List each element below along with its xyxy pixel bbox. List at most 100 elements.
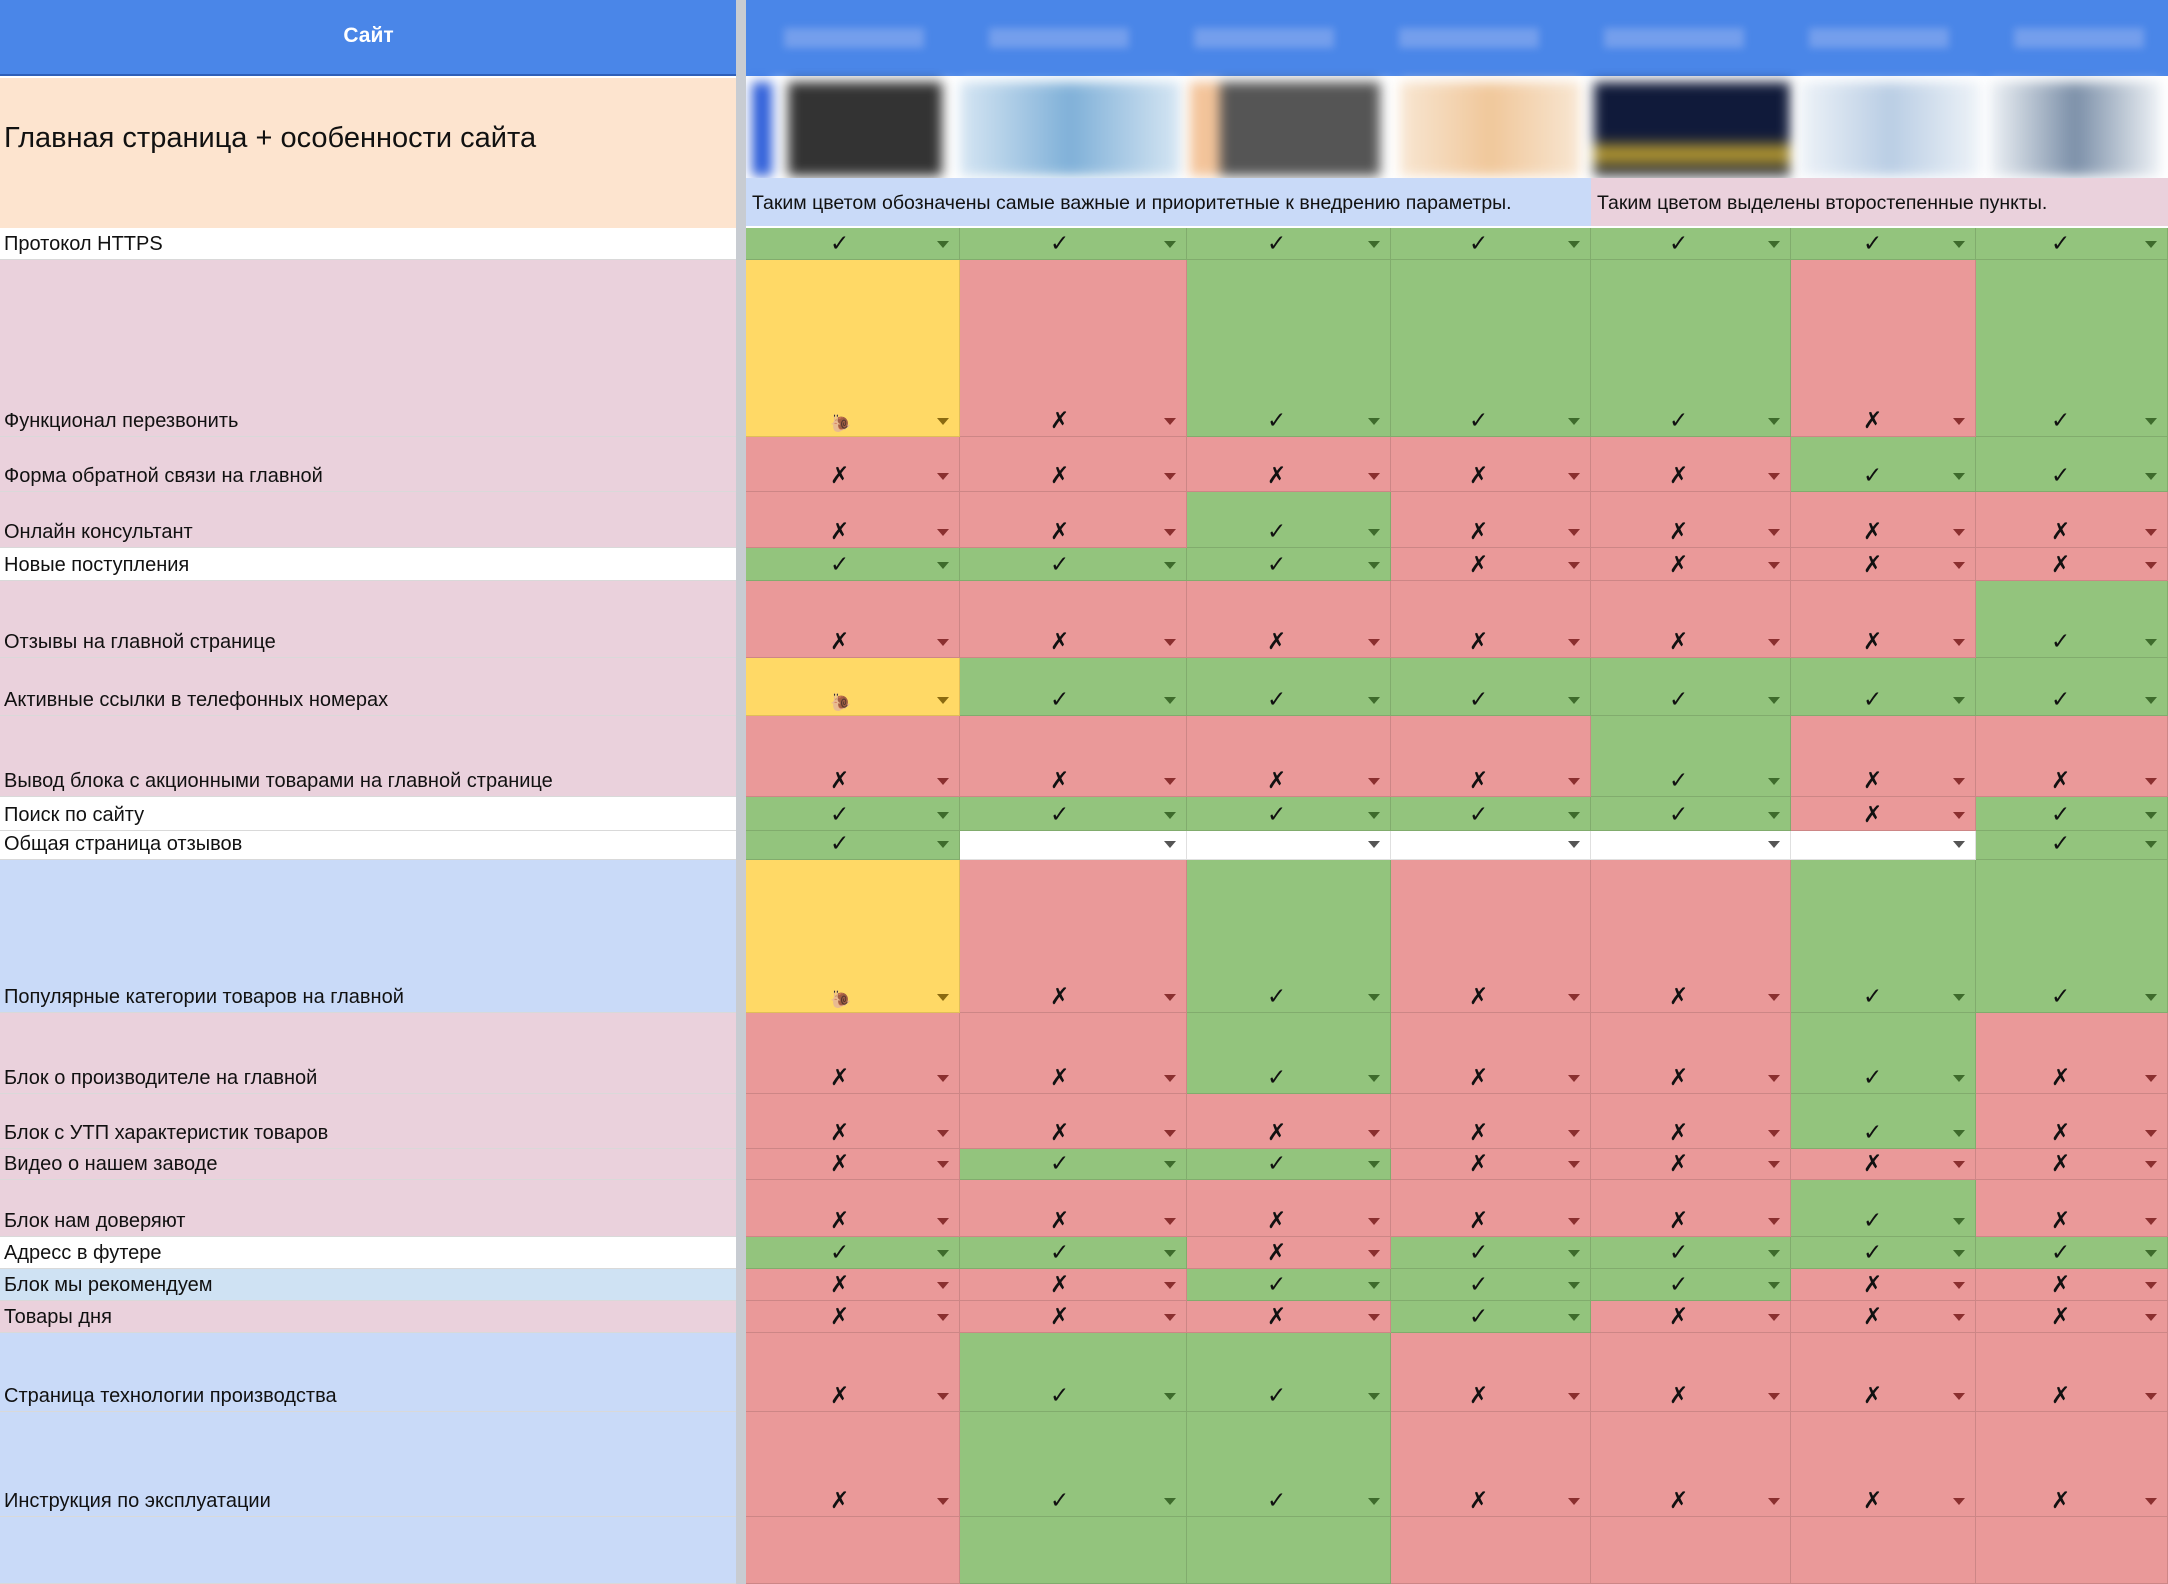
feature-row-label-cell[interactable]: Инструкция по эксплуатации <box>0 1412 737 1517</box>
dropdown-arrow-icon[interactable] <box>937 697 949 704</box>
value-cell-col-6[interactable]: ✓ <box>1791 658 1976 716</box>
dropdown-arrow-icon[interactable] <box>1568 1218 1580 1225</box>
value-cell-col-1[interactable]: ✗ <box>746 437 960 492</box>
dropdown-arrow-icon[interactable] <box>1768 812 1780 819</box>
value-cell-col-4[interactable] <box>1391 831 1591 860</box>
dropdown-arrow-icon[interactable] <box>1568 418 1580 425</box>
dropdown-arrow-icon[interactable] <box>1953 241 1965 248</box>
value-cell-col-3[interactable]: ✓ <box>1187 492 1391 548</box>
value-cell-col-7[interactable]: ✗ <box>1976 716 2168 797</box>
value-cell-col-5[interactable]: ✗ <box>1591 437 1791 492</box>
value-cell-col-4[interactable]: ✗ <box>1391 860 1591 1013</box>
value-cell-col-2[interactable]: ✗ <box>960 260 1187 437</box>
dropdown-arrow-icon[interactable] <box>1953 697 1965 704</box>
value-cell-col-3[interactable] <box>1187 1517 1391 1584</box>
value-cell-col-2[interactable]: ✗ <box>960 1269 1187 1301</box>
value-cell-col-6[interactable]: ✗ <box>1791 581 1976 658</box>
dropdown-arrow-icon[interactable] <box>1568 1314 1580 1321</box>
dropdown-arrow-icon[interactable] <box>1368 812 1380 819</box>
value-cell-col-5[interactable]: ✗ <box>1591 548 1791 581</box>
dropdown-arrow-icon[interactable] <box>1164 473 1176 480</box>
dropdown-arrow-icon[interactable] <box>1953 841 1965 848</box>
dropdown-arrow-icon[interactable] <box>2145 778 2157 785</box>
dropdown-arrow-icon[interactable] <box>1768 1498 1780 1505</box>
dropdown-arrow-icon[interactable] <box>1164 418 1176 425</box>
value-cell-col-2[interactable]: ✓ <box>960 1412 1187 1517</box>
dropdown-arrow-icon[interactable] <box>1368 473 1380 480</box>
dropdown-arrow-icon[interactable] <box>1953 994 1965 1001</box>
feature-row-label-cell[interactable]: Общая страница отзывов <box>0 831 737 860</box>
feature-row-label-cell[interactable]: Онлайн консультант <box>0 492 737 548</box>
value-cell-col-2[interactable]: ✗ <box>960 581 1187 658</box>
feature-row-label-cell[interactable]: Блок мы рекомендуем <box>0 1269 737 1301</box>
dropdown-arrow-icon[interactable] <box>1368 841 1380 848</box>
dropdown-arrow-icon[interactable] <box>1568 994 1580 1001</box>
value-cell-col-3[interactable]: ✓ <box>1187 1149 1391 1180</box>
value-cell-col-3[interactable]: ✗ <box>1187 581 1391 658</box>
value-cell-col-4[interactable]: ✗ <box>1391 581 1591 658</box>
dropdown-arrow-icon[interactable] <box>2145 1161 2157 1168</box>
value-cell-col-1[interactable]: ✗ <box>746 1149 960 1180</box>
value-cell-col-1[interactable]: ✗ <box>746 716 960 797</box>
value-cell-col-3[interactable]: ✗ <box>1187 437 1391 492</box>
dropdown-arrow-icon[interactable] <box>937 1161 949 1168</box>
feature-row-label-cell[interactable]: Активные ссылки в телефонных номерах <box>0 658 737 716</box>
dropdown-arrow-icon[interactable] <box>937 841 949 848</box>
value-cell-col-6[interactable]: ✓ <box>1791 1237 1976 1269</box>
dropdown-arrow-icon[interactable] <box>1368 1218 1380 1225</box>
value-cell-col-6[interactable]: ✓ <box>1791 1013 1976 1094</box>
dropdown-arrow-icon[interactable] <box>1368 1314 1380 1321</box>
dropdown-arrow-icon[interactable] <box>937 1393 949 1400</box>
dropdown-arrow-icon[interactable] <box>1164 241 1176 248</box>
dropdown-arrow-icon[interactable] <box>1768 1161 1780 1168</box>
value-cell-col-1[interactable]: ✓ <box>746 797 960 831</box>
value-cell-col-3[interactable]: ✓ <box>1187 1269 1391 1301</box>
dropdown-arrow-icon[interactable] <box>1568 812 1580 819</box>
value-cell-col-3[interactable]: ✓ <box>1187 260 1391 437</box>
value-cell-col-5[interactable]: ✓ <box>1591 228 1791 260</box>
dropdown-arrow-icon[interactable] <box>1768 778 1780 785</box>
value-cell-col-4[interactable]: ✗ <box>1391 548 1591 581</box>
dropdown-arrow-icon[interactable] <box>1164 1393 1176 1400</box>
value-cell-col-6[interactable]: ✗ <box>1791 1269 1976 1301</box>
dropdown-arrow-icon[interactable] <box>1768 529 1780 536</box>
dropdown-arrow-icon[interactable] <box>1164 1314 1176 1321</box>
value-cell-col-6[interactable]: ✗ <box>1791 1412 1976 1517</box>
value-cell-col-6[interactable]: ✗ <box>1791 1301 1976 1333</box>
value-cell-col-6[interactable]: ✓ <box>1791 437 1976 492</box>
value-cell-col-3[interactable]: ✗ <box>1187 1180 1391 1237</box>
value-cell-col-1[interactable]: ✗ <box>746 1094 960 1149</box>
value-cell-col-1[interactable]: ✗ <box>746 1333 960 1412</box>
dropdown-arrow-icon[interactable] <box>1164 529 1176 536</box>
value-cell-col-7[interactable]: ✗ <box>1976 1094 2168 1149</box>
dropdown-arrow-icon[interactable] <box>1768 1130 1780 1137</box>
dropdown-arrow-icon[interactable] <box>1568 473 1580 480</box>
dropdown-arrow-icon[interactable] <box>1953 1218 1965 1225</box>
dropdown-arrow-icon[interactable] <box>2145 418 2157 425</box>
legend-secondary-cell[interactable]: Таким цветом выделены второстепенные пун… <box>1591 178 2168 226</box>
dropdown-arrow-icon[interactable] <box>1164 994 1176 1001</box>
value-cell-col-7[interactable]: ✗ <box>1976 1412 2168 1517</box>
value-cell-col-5[interactable] <box>1591 831 1791 860</box>
value-cell-col-6[interactable] <box>1791 1517 1976 1584</box>
feature-row-label-cell[interactable]: Страница технологии производства <box>0 1333 737 1412</box>
dropdown-arrow-icon[interactable] <box>1768 697 1780 704</box>
dropdown-arrow-icon[interactable] <box>1953 1498 1965 1505</box>
dropdown-arrow-icon[interactable] <box>1164 1218 1176 1225</box>
dropdown-arrow-icon[interactable] <box>1953 1075 1965 1082</box>
value-cell-col-5[interactable]: ✗ <box>1591 581 1791 658</box>
dropdown-arrow-icon[interactable] <box>1953 1250 1965 1257</box>
value-cell-col-4[interactable]: ✓ <box>1391 797 1591 831</box>
dropdown-arrow-icon[interactable] <box>1164 778 1176 785</box>
value-cell-col-1[interactable]: 🐌 <box>746 260 960 437</box>
dropdown-arrow-icon[interactable] <box>1368 994 1380 1001</box>
value-cell-col-6[interactable]: ✓ <box>1791 860 1976 1013</box>
value-cell-col-6[interactable]: ✓ <box>1791 1094 1976 1149</box>
value-cell-col-3[interactable]: ✓ <box>1187 797 1391 831</box>
value-cell-col-1[interactable]: ✗ <box>746 492 960 548</box>
legend-priority-cell[interactable]: Таким цветом обозначены самые важные и п… <box>746 178 1591 226</box>
value-cell-col-7[interactable] <box>1976 1517 2168 1584</box>
value-cell-col-7[interactable]: ✗ <box>1976 1269 2168 1301</box>
value-cell-col-7[interactable]: ✓ <box>1976 658 2168 716</box>
value-cell-col-1[interactable]: 🐌 <box>746 658 960 716</box>
